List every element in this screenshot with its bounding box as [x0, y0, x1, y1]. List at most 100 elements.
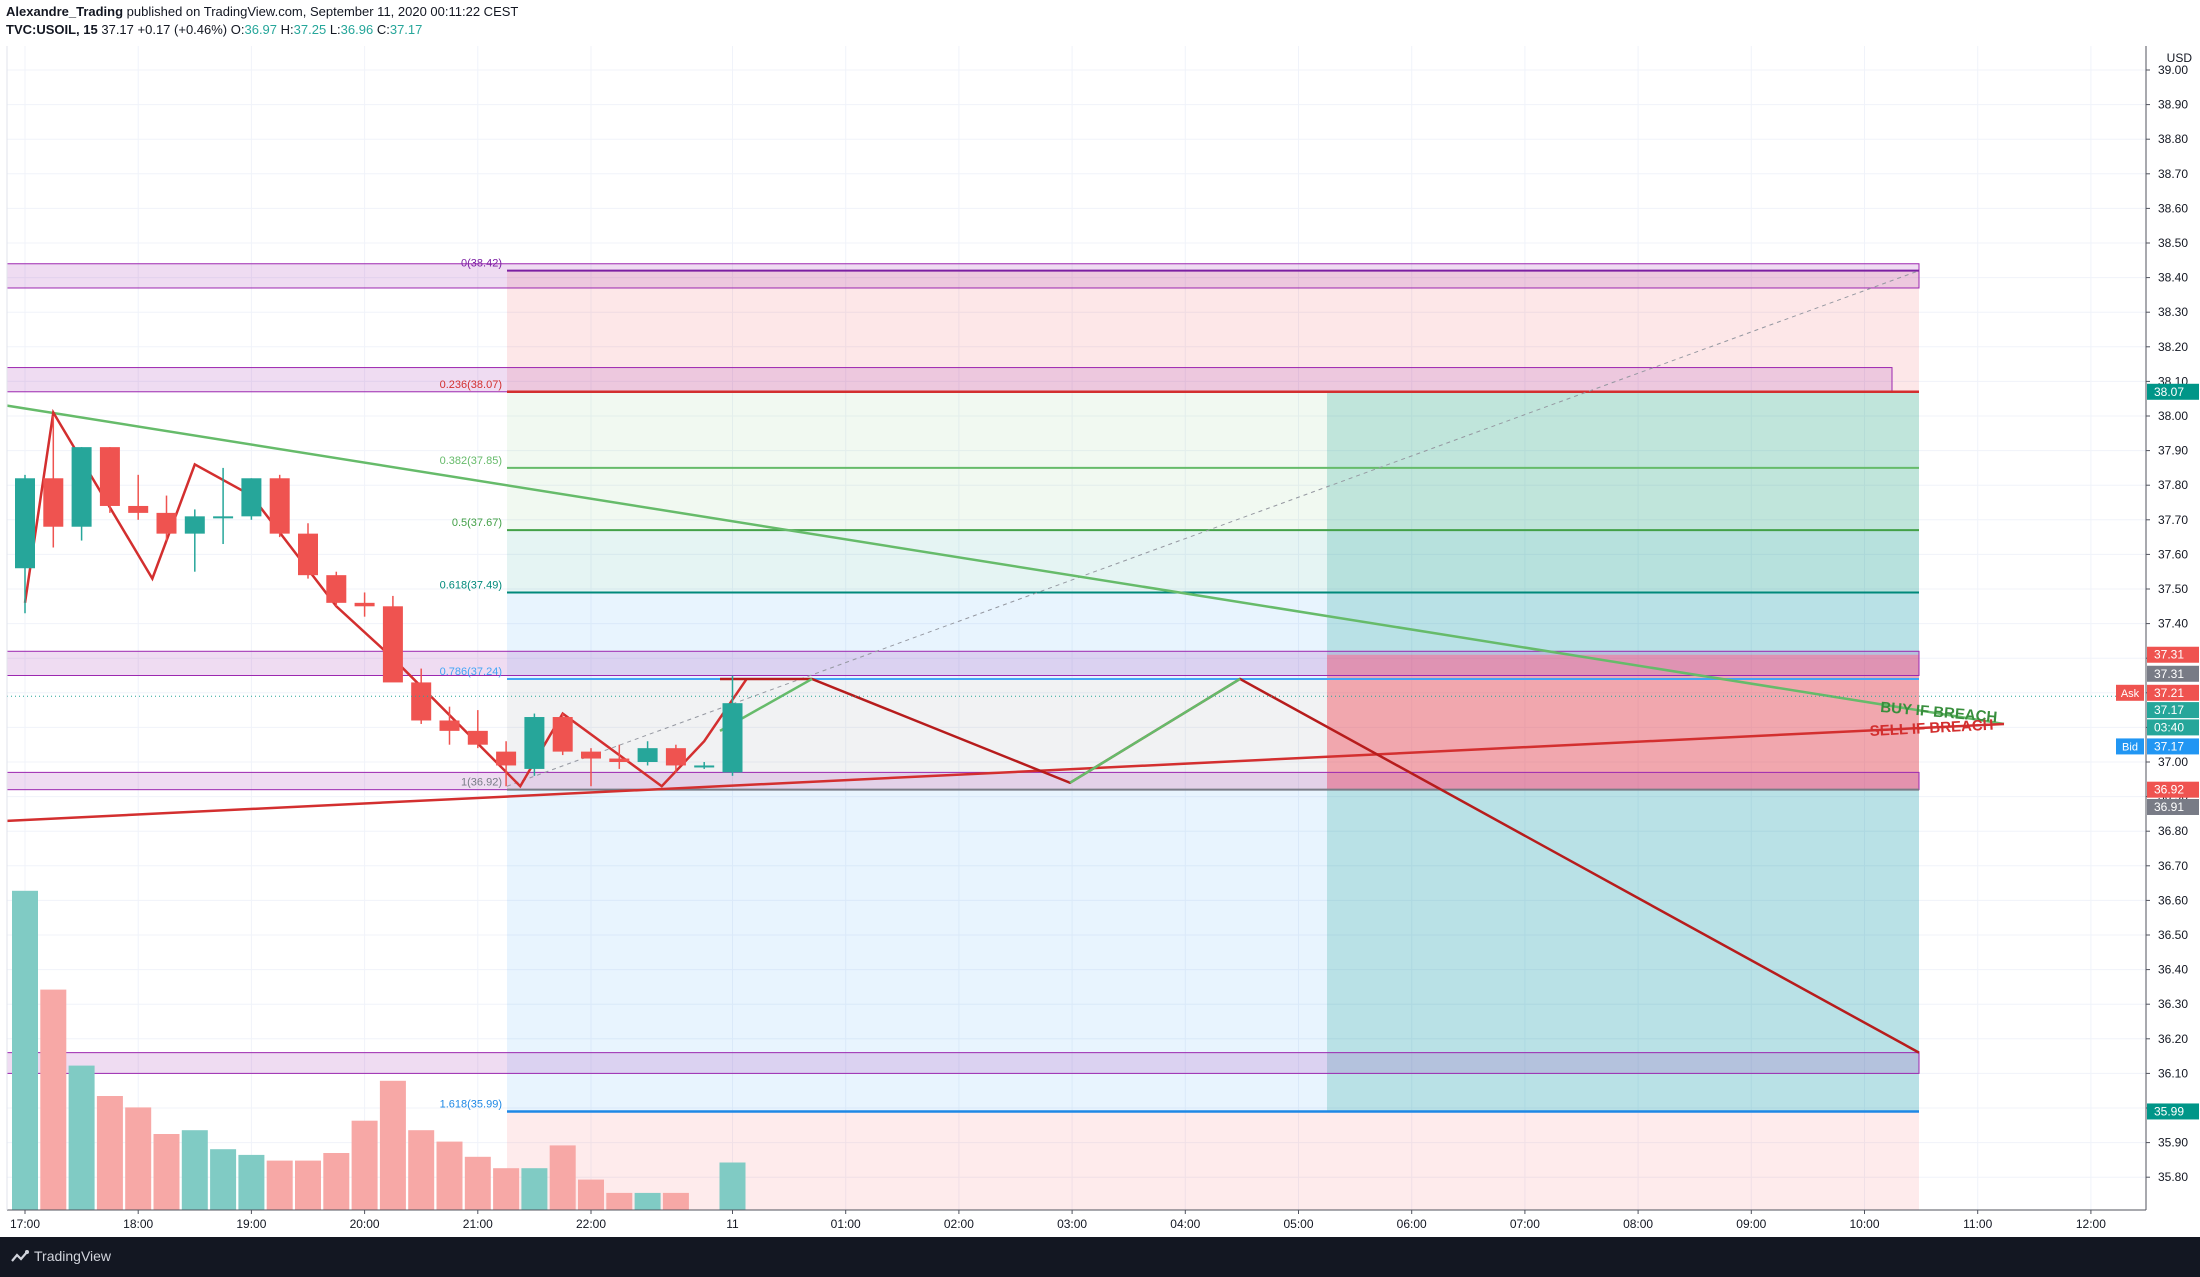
zigzag-history[interactable]	[23, 408, 748, 789]
author-name[interactable]: Alexandre_Trading	[6, 4, 124, 19]
target-zone-lower	[1327, 789, 1919, 1112]
close-label: C:	[373, 22, 390, 37]
price-marker[interactable]	[2147, 798, 2199, 815]
candle-body[interactable]	[156, 512, 177, 534]
price-marker-label: 37.17	[2154, 739, 2184, 753]
currency-label: USD	[2167, 51, 2193, 65]
price-tick-label: 38.90	[2158, 98, 2188, 112]
time-tick-label: 11	[726, 1217, 739, 1231]
time-tick-label: 11:00	[1963, 1217, 1992, 1231]
descending-trendline[interactable]	[6, 404, 2005, 726]
price-tick-label: 37.00	[2158, 755, 2188, 769]
fib-zone	[507, 530, 1919, 593]
candle-body[interactable]	[439, 720, 460, 731]
price-tick-label: 36.80	[2158, 824, 2188, 838]
volume-bar	[351, 1120, 378, 1210]
support-resistance-zone[interactable]	[6, 367, 1893, 393]
price-marker[interactable]	[2147, 738, 2199, 755]
ascending-trendline[interactable]	[6, 722, 2005, 823]
candle-body[interactable]	[581, 751, 601, 759]
candle-body[interactable]	[15, 478, 35, 569]
time-tick-label: 03:00	[1057, 1217, 1087, 1231]
price-marker-label: 37.21	[2154, 686, 2184, 700]
candle-body[interactable]	[71, 447, 92, 527]
candle-body[interactable]	[269, 478, 290, 534]
candle-body[interactable]	[411, 682, 432, 721]
price-marker[interactable]	[2147, 684, 2199, 701]
high-value: 37.25	[293, 22, 327, 37]
price-tick-label: 37.90	[2158, 444, 2188, 458]
price-tick-label: 38.80	[2158, 132, 2188, 146]
candle-body[interactable]	[184, 516, 205, 534]
sell-if-breach-label[interactable]: SELL IF BREACH	[1869, 717, 1994, 740]
candle-body[interactable]	[637, 748, 658, 762]
candle-body[interactable]	[496, 751, 517, 766]
candle-body[interactable]	[298, 533, 318, 576]
volume-bar	[40, 989, 67, 1210]
volume-bar	[549, 1145, 576, 1210]
price-tag-label: Ask	[2121, 688, 2140, 700]
volume-bar	[578, 1179, 604, 1210]
price-tick-label: 37.70	[2158, 513, 2188, 527]
candle-body[interactable]	[241, 478, 262, 517]
footer-brand[interactable]: TradingView	[34, 1248, 112, 1264]
price-marker[interactable]	[2147, 719, 2199, 736]
volume-bar	[210, 1149, 237, 1210]
price-tick-label: 36.10	[2158, 1066, 2188, 1080]
price-tag-label: Bid	[2122, 741, 2138, 753]
candle-body[interactable]	[694, 765, 715, 768]
price-marker-label: 36.92	[2154, 783, 2184, 797]
candle-body[interactable]	[99, 447, 120, 506]
price-chart[interactable]: 0(38.42) 0.236(38.07) 0.382(37.85) 0.5(37.6…	[0, 42, 2200, 1237]
price-tick-label: 35.90	[2158, 1136, 2188, 1150]
volume-bars	[12, 890, 746, 1210]
fib-zone	[507, 592, 1919, 679]
fib-level-label: 1.618(35.99)	[440, 1098, 502, 1110]
price-marker[interactable]	[2147, 1103, 2199, 1120]
candle-body[interactable]	[354, 602, 375, 607]
high-label: H:	[277, 22, 294, 37]
candle-body[interactable]	[43, 478, 64, 527]
fib-zone	[507, 391, 1919, 468]
price-marker[interactable]	[2147, 781, 2199, 798]
support-resistance-zone[interactable]	[6, 263, 1920, 289]
volume-bar	[662, 1192, 689, 1210]
support-resistance-zone[interactable]	[6, 1052, 1920, 1074]
candle-body[interactable]	[326, 575, 347, 603]
volume-bar	[96, 1096, 123, 1210]
fib-zone	[507, 789, 1919, 1112]
candle-body[interactable]	[665, 748, 686, 766]
candle-body[interactable]	[524, 717, 545, 769]
candle-body[interactable]	[552, 717, 573, 752]
price-marker-label: 03:40	[2154, 720, 2184, 734]
candle-body[interactable]	[213, 516, 234, 519]
trend-lines	[6, 404, 2005, 823]
time-tick-label: 21:00	[463, 1217, 493, 1231]
support-resistance-zone[interactable]	[6, 650, 1920, 677]
price-tick-label: 36.20	[2158, 1032, 2188, 1046]
price-tick-label: 36.40	[2158, 963, 2188, 977]
low-value: 36.96	[340, 22, 374, 37]
time-tick-label: 17:00	[10, 1217, 40, 1231]
time-tick-label: 10:00	[1849, 1217, 1879, 1231]
candle-body[interactable]	[722, 703, 743, 773]
volume-bar	[153, 1134, 180, 1210]
volume-bar	[521, 1168, 548, 1210]
candle-body[interactable]	[382, 606, 403, 683]
candle-body[interactable]	[609, 758, 630, 762]
time-tick-label: 06:00	[1397, 1217, 1427, 1231]
volume-bar	[295, 1160, 321, 1210]
tradingview-logo-icon[interactable]	[10, 1247, 30, 1267]
publish-info: published on TradingView.com, September …	[123, 4, 519, 19]
price-marker[interactable]	[2147, 383, 2199, 400]
time-axis: 17:00 18:00 19:00 20:00 21:00 22:00 11 01:00 02:…	[0, 46, 2200, 1237]
price-tag-box	[2116, 684, 2144, 701]
candle-body[interactable]	[467, 730, 488, 745]
volume-bar	[379, 1080, 406, 1210]
price-marker[interactable]	[2147, 646, 2199, 663]
candle-body[interactable]	[128, 505, 149, 513]
price-marker[interactable]	[2147, 702, 2199, 719]
price-marker[interactable]	[2147, 665, 2199, 682]
chart-header: Alexandre_Trading published on TradingVi…	[0, 0, 2200, 42]
